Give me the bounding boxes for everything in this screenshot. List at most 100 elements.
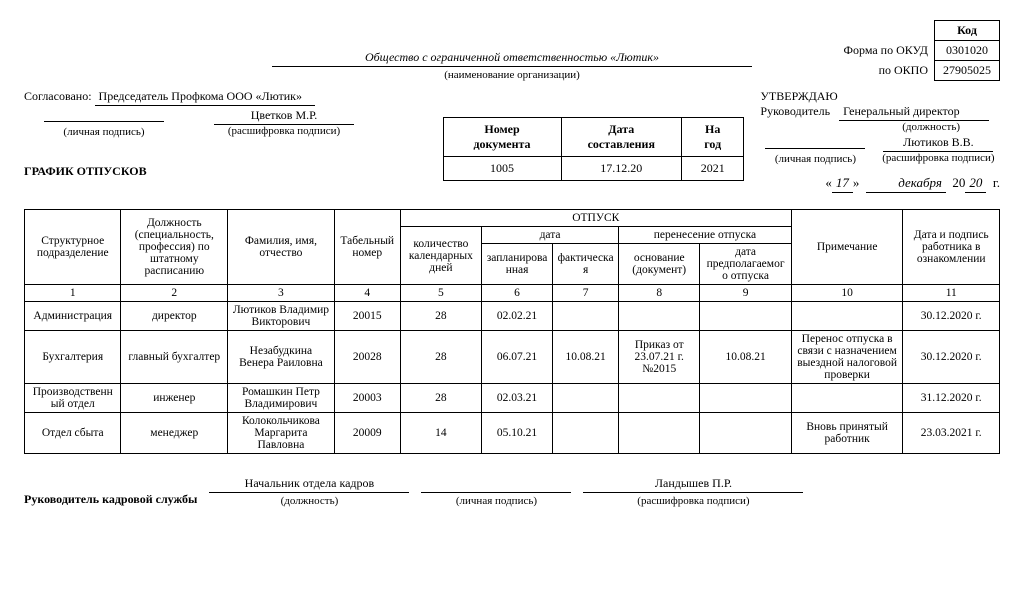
agree-block: Согласовано: Председатель Профкома ООО «… [24,89,427,193]
cell-c2: главный бухгалтер [121,331,228,384]
hr-position-cap: (должность) [209,495,409,507]
cell-c2: менеджер [121,413,228,454]
th-c7: фактическая [553,244,619,285]
okpo-value: 27905025 [935,61,1000,81]
cell-c2: директор [121,302,228,331]
th-num: 3 [228,285,335,302]
cell-c11: 30.12.2020 г. [903,331,1000,384]
th-num: 7 [553,285,619,302]
date-day: 17 [832,175,853,193]
th-perenos: перенесение отпуска [619,227,792,244]
okpo-label: по ОКПО [836,61,935,81]
hr-label: Руководитель кадровой службы [24,492,197,507]
th-num: 10 [791,285,903,302]
cell-c1: Производственный отдел [25,384,121,413]
okud-label: Форма по ОКУД [836,41,935,61]
cell-c6: 02.02.21 [482,302,553,331]
cell-c3: Незабудкина Венера Раиловна [228,331,335,384]
approve-sig-cap: (личная подпись) [760,153,870,165]
approve-position-cap: (должность) [760,121,1000,133]
cell-c4: 20009 [334,413,400,454]
docinfo-v3: 2021 [682,157,744,181]
table-row: Бухгалтерияглавный бухгалтерНезабудкина … [25,331,1000,384]
date-month: декабря [866,175,946,193]
cell-c9 [700,413,791,454]
cell-c8 [619,384,700,413]
docinfo-h2: Дата составления [561,118,682,157]
cell-c10: Перенос отпуска в связи с назначением вы… [791,331,903,384]
approve-name: Лютиков В.В. [883,135,993,152]
approve-dateline: «17» декабря 2020 г. [760,175,1000,193]
okud-value: 0301020 [935,41,1000,61]
agree-signature-slot [44,108,164,122]
th-c5: количество календарных дней [400,227,481,285]
th-num: 5 [400,285,481,302]
th-num: 2 [121,285,228,302]
vacation-schedule-table: Структурное подразделение Должность (спе… [24,209,1000,454]
cell-c4: 20015 [334,302,400,331]
cell-c5: 28 [400,302,481,331]
th-c3: Фамилия, имя, отчество [228,210,335,285]
cell-c1: Отдел сбыта [25,413,121,454]
th-c6: запланированная [482,244,553,285]
cell-c10 [791,384,903,413]
cell-c11: 23.03.2021 г. [903,413,1000,454]
approve-name-cap: (расшифровка подписи) [878,152,998,164]
agree-label: Согласовано: [24,89,92,103]
approve-block: УТВЕРЖДАЮ Руководитель Генеральный дирек… [760,89,1000,193]
cell-c4: 20028 [334,331,400,384]
th-num: 11 [903,285,1000,302]
docinfo-h3: На год [682,118,744,157]
cell-c3: Лютиков Владимир Викторович [228,302,335,331]
docinfo-table: Номер документа Дата составления На год … [443,117,745,181]
table-row: Отдел сбытаменеджерКолокольчикова Маргар… [25,413,1000,454]
th-data: дата [482,227,619,244]
th-otpusk: ОТПУСК [400,210,791,227]
approve-title: УТВЕРЖДАЮ [760,89,1000,104]
hr-position: Начальник отдела кадров [209,476,409,493]
th-c8: основание (документ) [619,244,700,285]
docinfo-block: Номер документа Дата составления На год … [443,113,745,193]
hr-sig-cap: (личная подпись) [421,495,571,507]
date-g: г. [993,175,1000,190]
approve-head-label: Руководитель [760,104,830,118]
cell-c7 [553,302,619,331]
date-yprefix: 20 [952,175,965,190]
table-row: АдминистрациядиректорЛютиков Владимир Ви… [25,302,1000,331]
docinfo-h1: Номер документа [443,118,561,157]
org-name: Общество с ограниченной ответственностью… [272,50,752,67]
cell-c3: Колокольчикова Маргарита Павловна [228,413,335,454]
cell-c6: 02.03.21 [482,384,553,413]
th-c4: Табельный номер [334,210,400,285]
agree-position: Председатель Профкома ООО «Лютик» [95,89,315,106]
cell-c8 [619,413,700,454]
codes-table: Код Форма по ОКУД 0301020 по ОКПО 279050… [836,20,1000,81]
cell-c5: 28 [400,331,481,384]
cell-c5: 28 [400,384,481,413]
date-q-r: » [853,175,860,190]
agree-name: Цветков М.Р. [214,108,354,125]
cell-c5: 14 [400,413,481,454]
cell-c1: Бухгалтерия [25,331,121,384]
th-num: 8 [619,285,700,302]
cell-c10 [791,302,903,331]
th-c1: Структурное подразделение [25,210,121,285]
document-title: ГРАФИК ОТПУСКОВ [24,164,427,179]
cell-c11: 31.12.2020 г. [903,384,1000,413]
cell-c7 [553,413,619,454]
cell-c10: Вновь принятый работник [791,413,903,454]
cell-c8 [619,302,700,331]
cell-c7 [553,384,619,413]
cell-c3: Ромашкин Петр Владимирович [228,384,335,413]
kod-header: Код [935,21,1000,41]
cell-c2: инженер [121,384,228,413]
hr-signature-row: Руководитель кадровой службы Начальник о… [24,476,1000,507]
cell-c9 [700,302,791,331]
th-c9: дата предполагаемого отпуска [700,244,791,285]
approve-signature-slot [765,135,865,149]
hr-name-cap: (расшифровка подписи) [583,495,803,507]
docinfo-v2: 17.12.20 [561,157,682,181]
cell-c11: 30.12.2020 г. [903,302,1000,331]
th-c2: Должность (специальность, профессия) по … [121,210,228,285]
th-c11: Дата и подпись работника в ознакомлении [903,210,1000,285]
